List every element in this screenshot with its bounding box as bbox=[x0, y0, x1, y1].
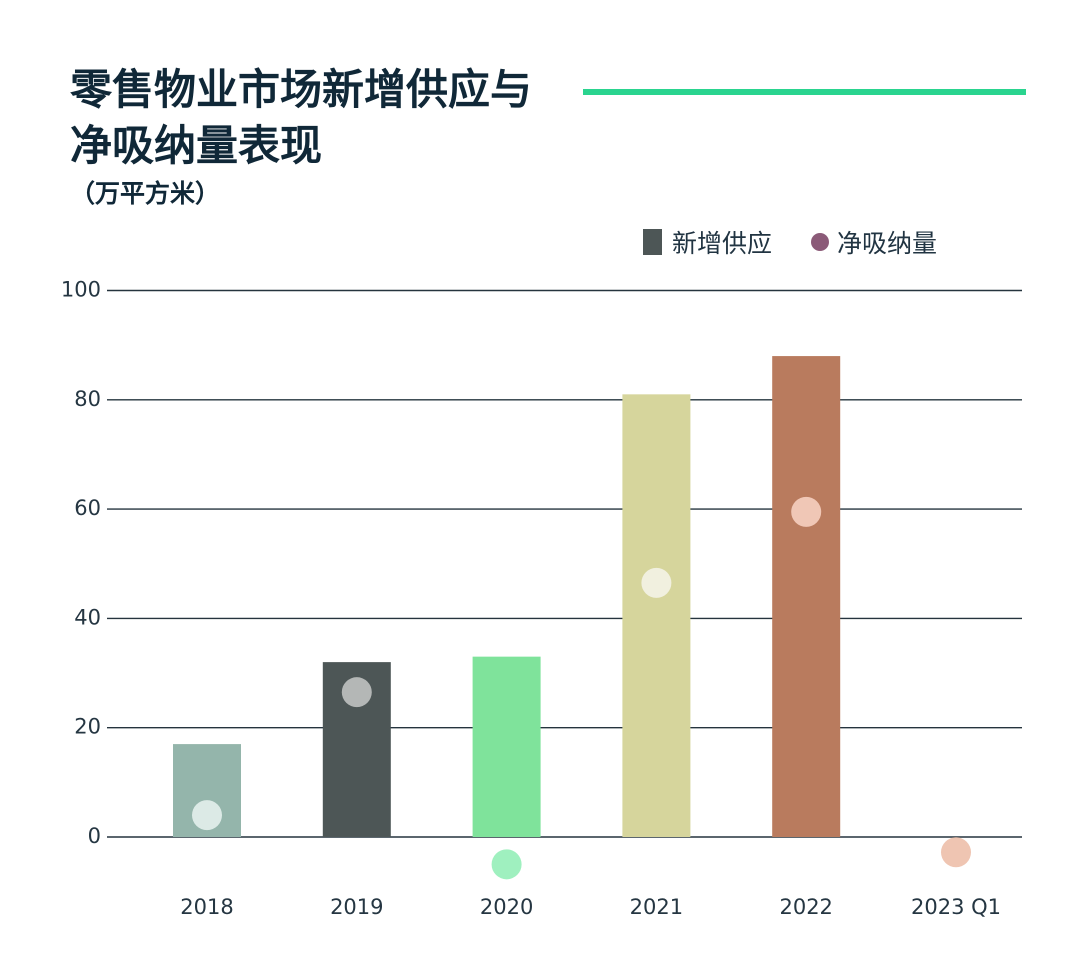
chart-title-line-1: 零售物业市场新增供应与 bbox=[70, 65, 533, 114]
unit-label: （万平方米） bbox=[70, 179, 221, 208]
x-tick-label-2022: 2022 bbox=[779, 895, 832, 919]
x-tick-label-2021: 2021 bbox=[630, 895, 683, 919]
net-absorption-point-2019 bbox=[341, 677, 372, 708]
bar-2022 bbox=[772, 356, 841, 837]
x-tick-label-2023-q1: 2023 Q1 bbox=[911, 895, 1001, 919]
net-absorption-point-2022 bbox=[791, 496, 822, 527]
y-tick-label-60: 60 bbox=[74, 496, 101, 520]
net-absorption-point-2021 bbox=[641, 567, 672, 598]
x-tick-label-2020: 2020 bbox=[480, 895, 533, 919]
legend-label-net-absorption: 净吸纳量 bbox=[837, 229, 938, 258]
net-absorption-point-2018 bbox=[192, 800, 222, 831]
point-layer bbox=[192, 496, 971, 880]
chart-title: 零售物业市场新增供应与 净吸纳量表现 bbox=[70, 62, 590, 174]
bar-2020 bbox=[472, 656, 541, 837]
grid-layer bbox=[107, 289, 1022, 838]
y-tick-label-80: 80 bbox=[74, 387, 101, 411]
legend-circle-icon bbox=[811, 233, 830, 251]
y-tick-label-100: 100 bbox=[61, 278, 101, 302]
y-tick-label-0: 0 bbox=[88, 824, 101, 848]
axis-label-layer: 0 20 40 60 80 100 2018 2019 2020 2021 2022 2023 Q1 bbox=[61, 278, 1001, 920]
chart-legend: 新增供应 净吸纳量 bbox=[643, 224, 937, 260]
y-tick-label-20: 20 bbox=[74, 715, 101, 739]
title-accent-rule bbox=[583, 89, 1026, 95]
y-tick-label-40: 40 bbox=[74, 605, 101, 629]
bar-2021 bbox=[622, 394, 691, 837]
legend-item-new-supply: 新增供应 bbox=[643, 224, 772, 260]
bar-layer bbox=[173, 356, 841, 837]
x-tick-label-2019: 2019 bbox=[330, 895, 383, 919]
legend-label-new-supply: 新增供应 bbox=[672, 229, 773, 258]
chart-title-line-2: 净吸纳量表现 bbox=[70, 121, 323, 170]
legend-item-net-absorption: 净吸纳量 bbox=[811, 224, 937, 260]
x-tick-label-2018: 2018 bbox=[180, 895, 233, 919]
net-absorption-point-2020 bbox=[491, 849, 522, 880]
legend-square-icon bbox=[643, 229, 662, 255]
net-absorption-point-2023-q1 bbox=[941, 837, 971, 868]
